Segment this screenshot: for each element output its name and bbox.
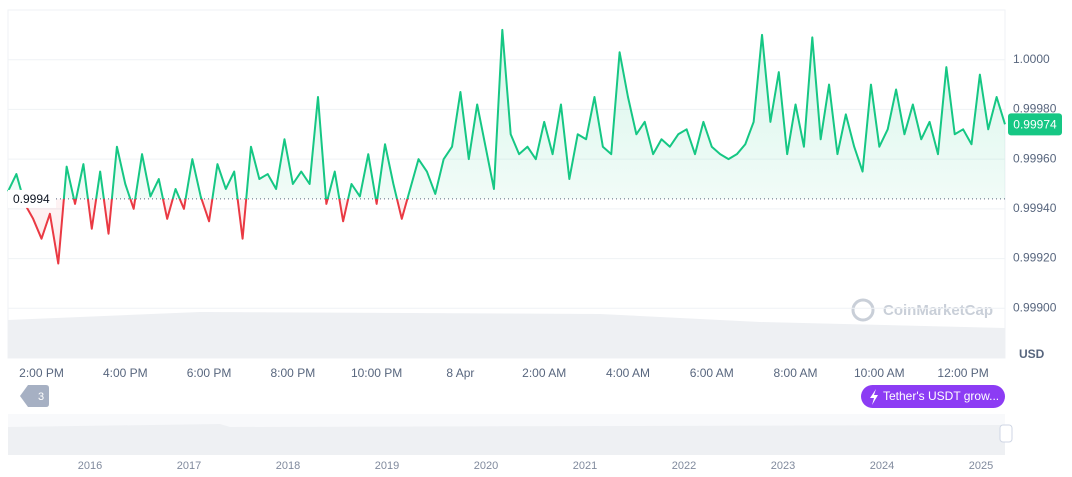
x-tick-label: 8 Apr <box>446 366 474 380</box>
x-tick-label: 10:00 PM <box>351 366 402 380</box>
x-tick-label: 4:00 PM <box>103 366 148 380</box>
navigator-year-label: 2018 <box>276 460 300 472</box>
baseline-label-bg <box>8 189 56 208</box>
price-line <box>7 28 1006 265</box>
news-pill[interactable]: Tether's USDT grow... <box>861 385 1005 408</box>
y-tick-label: 0.99920 <box>1013 251 1057 265</box>
current-price-label: 0.99974 <box>1013 118 1057 132</box>
baseline-label: 0.9994 <box>13 192 50 206</box>
x-tick-label: 2:00 AM <box>522 366 566 380</box>
news-text[interactable]: Tether's USDT grow... <box>883 389 999 403</box>
y-tick-label: 0.99900 <box>1013 300 1057 314</box>
x-tick-label: 6:00 AM <box>690 366 734 380</box>
x-tick-label: 10:00 AM <box>854 366 905 380</box>
y-tick-label: 0.99960 <box>1013 151 1057 165</box>
navigator-year-label: 2025 <box>969 460 993 472</box>
watermark-text: CoinMarketCap <box>883 302 993 319</box>
currency-label: USD <box>1019 347 1045 361</box>
volume-area <box>8 312 1005 358</box>
badge[interactable]: 3 <box>20 385 49 407</box>
navigator-year-label: 2021 <box>573 460 597 472</box>
navigator-handle[interactable] <box>999 424 1013 443</box>
x-tick-label: 8:00 AM <box>774 366 818 380</box>
x-tick-label: 8:00 PM <box>271 366 316 380</box>
price-area <box>8 29 1005 264</box>
navigator-year-label: 2022 <box>672 460 696 472</box>
x-tick-label: 6:00 PM <box>187 366 232 380</box>
y-tick-label: 0.99940 <box>1013 201 1057 215</box>
navigator-year-label: 2019 <box>375 460 399 472</box>
badge-text[interactable]: 3 <box>38 391 44 403</box>
navigator-year-label: 2023 <box>771 460 795 472</box>
navigator-year-label: 2020 <box>474 460 498 472</box>
navigator-area <box>8 424 1005 455</box>
x-tick-label: 4:00 AM <box>606 366 650 380</box>
navigator-year-label: 2016 <box>78 460 102 472</box>
x-tick-label: 12:00 PM <box>937 366 988 380</box>
y-tick-label: 1.0000 <box>1013 52 1050 66</box>
current-price-tag <box>1008 113 1062 136</box>
navigator-year-label: 2017 <box>177 460 201 472</box>
x-tick-label: 2:00 PM <box>19 366 64 380</box>
y-tick-label: 0.99980 <box>1013 102 1057 116</box>
navigator-year-label: 2024 <box>870 460 894 472</box>
watermark: CoinMarketCap <box>851 298 993 322</box>
